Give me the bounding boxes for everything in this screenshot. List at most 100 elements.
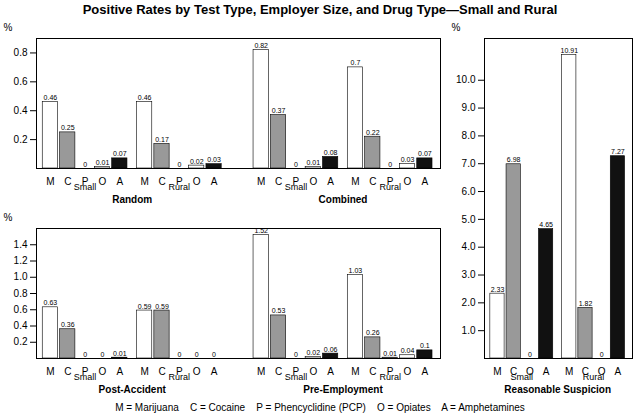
svg-text:C: C xyxy=(369,366,376,377)
svg-text:Small: Small xyxy=(74,182,97,192)
svg-text:A: A xyxy=(615,366,622,377)
svg-text:Small: Small xyxy=(511,372,534,382)
svg-text:M: M xyxy=(351,176,359,187)
svg-text:0.82: 0.82 xyxy=(254,42,268,49)
svg-text:0.25: 0.25 xyxy=(61,124,75,131)
svg-text:6.0: 6.0 xyxy=(462,186,476,197)
svg-text:M: M xyxy=(140,366,148,377)
svg-text:1.82: 1.82 xyxy=(579,300,593,307)
svg-text:Random: Random xyxy=(112,194,152,205)
svg-text:0.37: 0.37 xyxy=(272,107,286,114)
svg-text:Post-Accident: Post-Accident xyxy=(99,384,167,395)
svg-text:8.0: 8.0 xyxy=(462,130,476,141)
svg-text:M: M xyxy=(493,366,501,377)
svg-text:A: A xyxy=(422,176,429,187)
svg-text:4.65: 4.65 xyxy=(539,221,553,228)
svg-text:Rural: Rural xyxy=(379,372,401,382)
svg-text:A: A xyxy=(211,176,218,187)
svg-text:2.33: 2.33 xyxy=(491,286,505,293)
svg-text:0.08: 0.08 xyxy=(324,149,338,156)
svg-text:C: C xyxy=(369,176,376,187)
svg-text:0.46: 0.46 xyxy=(138,94,152,101)
svg-text:1.4: 1.4 xyxy=(14,239,28,250)
svg-text:Reasonable Suspicion: Reasonable Suspicion xyxy=(504,384,611,395)
svg-text:2.0: 2.0 xyxy=(462,297,476,308)
svg-text:0: 0 xyxy=(195,351,199,358)
svg-text:1.2: 1.2 xyxy=(14,255,28,266)
svg-text:%: % xyxy=(4,212,13,223)
svg-text:0.36: 0.36 xyxy=(61,321,75,328)
svg-text:10.0: 10.0 xyxy=(456,74,476,85)
svg-text:M: M xyxy=(46,366,54,377)
svg-text:0.59: 0.59 xyxy=(155,303,169,310)
svg-text:6.98: 6.98 xyxy=(507,156,521,163)
svg-text:0: 0 xyxy=(294,351,298,358)
svg-text:0: 0 xyxy=(212,351,216,358)
svg-text:0: 0 xyxy=(177,161,181,168)
svg-text:4.0: 4.0 xyxy=(462,241,476,252)
svg-text:0: 0 xyxy=(528,351,532,358)
svg-text:0.22: 0.22 xyxy=(366,129,380,136)
svg-text:0.46: 0.46 xyxy=(44,94,58,101)
svg-text:M: M xyxy=(565,366,573,377)
svg-text:0.1: 0.1 xyxy=(420,342,430,349)
svg-text:0.01: 0.01 xyxy=(113,350,127,357)
svg-text:0.03: 0.03 xyxy=(401,156,415,163)
svg-text:A: A xyxy=(543,366,550,377)
svg-text:A: A xyxy=(327,176,334,187)
svg-text:0: 0 xyxy=(83,351,87,358)
svg-text:Rural: Rural xyxy=(583,372,605,382)
svg-text:0.2: 0.2 xyxy=(14,134,28,145)
svg-text:M: M xyxy=(351,366,359,377)
svg-text:0: 0 xyxy=(294,161,298,168)
svg-text:0.8: 0.8 xyxy=(14,288,28,299)
svg-text:A: A xyxy=(116,176,123,187)
svg-text:O: O xyxy=(309,176,317,187)
svg-text:0.4: 0.4 xyxy=(14,320,28,331)
svg-text:Small: Small xyxy=(74,372,97,382)
svg-text:Rural: Rural xyxy=(169,182,191,192)
svg-text:A: A xyxy=(211,366,218,377)
svg-text:C: C xyxy=(158,176,165,187)
svg-text:0.01: 0.01 xyxy=(96,159,110,166)
svg-text:C: C xyxy=(158,366,165,377)
svg-text:0: 0 xyxy=(101,351,105,358)
svg-text:0.26: 0.26 xyxy=(366,329,380,336)
svg-text:O: O xyxy=(309,366,317,377)
svg-text:0: 0 xyxy=(177,351,181,358)
svg-text:O: O xyxy=(99,176,107,187)
svg-text:O: O xyxy=(404,366,412,377)
svg-text:%: % xyxy=(452,22,461,33)
svg-text:Small: Small xyxy=(285,182,308,192)
svg-text:C: C xyxy=(275,176,282,187)
svg-text:0.6: 0.6 xyxy=(14,76,28,87)
svg-text:9.0: 9.0 xyxy=(462,102,476,113)
svg-text:0.02: 0.02 xyxy=(306,349,320,356)
svg-text:M: M xyxy=(46,176,54,187)
svg-text:Small: Small xyxy=(285,372,308,382)
svg-text:0.8: 0.8 xyxy=(14,47,28,58)
svg-text:M: M xyxy=(140,176,148,187)
svg-text:0: 0 xyxy=(388,161,392,168)
svg-text:1.03: 1.03 xyxy=(349,267,363,274)
svg-text:0.7: 0.7 xyxy=(351,59,361,66)
svg-text:1.0: 1.0 xyxy=(462,325,476,336)
svg-text:3.0: 3.0 xyxy=(462,269,476,280)
svg-text:0.01: 0.01 xyxy=(383,350,397,357)
svg-text:Rural: Rural xyxy=(169,372,191,382)
svg-text:0.04: 0.04 xyxy=(401,347,415,354)
svg-text:0.6: 0.6 xyxy=(14,304,28,315)
svg-text:O: O xyxy=(193,366,201,377)
svg-text:A: A xyxy=(116,366,123,377)
svg-text:0.2: 0.2 xyxy=(14,336,28,347)
svg-text:0.17: 0.17 xyxy=(155,136,169,143)
svg-text:M: M xyxy=(257,366,265,377)
svg-text:O: O xyxy=(99,366,107,377)
svg-text:C: C xyxy=(64,366,71,377)
svg-text:0: 0 xyxy=(600,351,604,358)
svg-text:M: M xyxy=(257,176,265,187)
svg-text:5.0: 5.0 xyxy=(462,214,476,225)
svg-text:A: A xyxy=(327,366,334,377)
svg-text:10.91: 10.91 xyxy=(561,47,579,54)
svg-text:0.06: 0.06 xyxy=(324,346,338,353)
